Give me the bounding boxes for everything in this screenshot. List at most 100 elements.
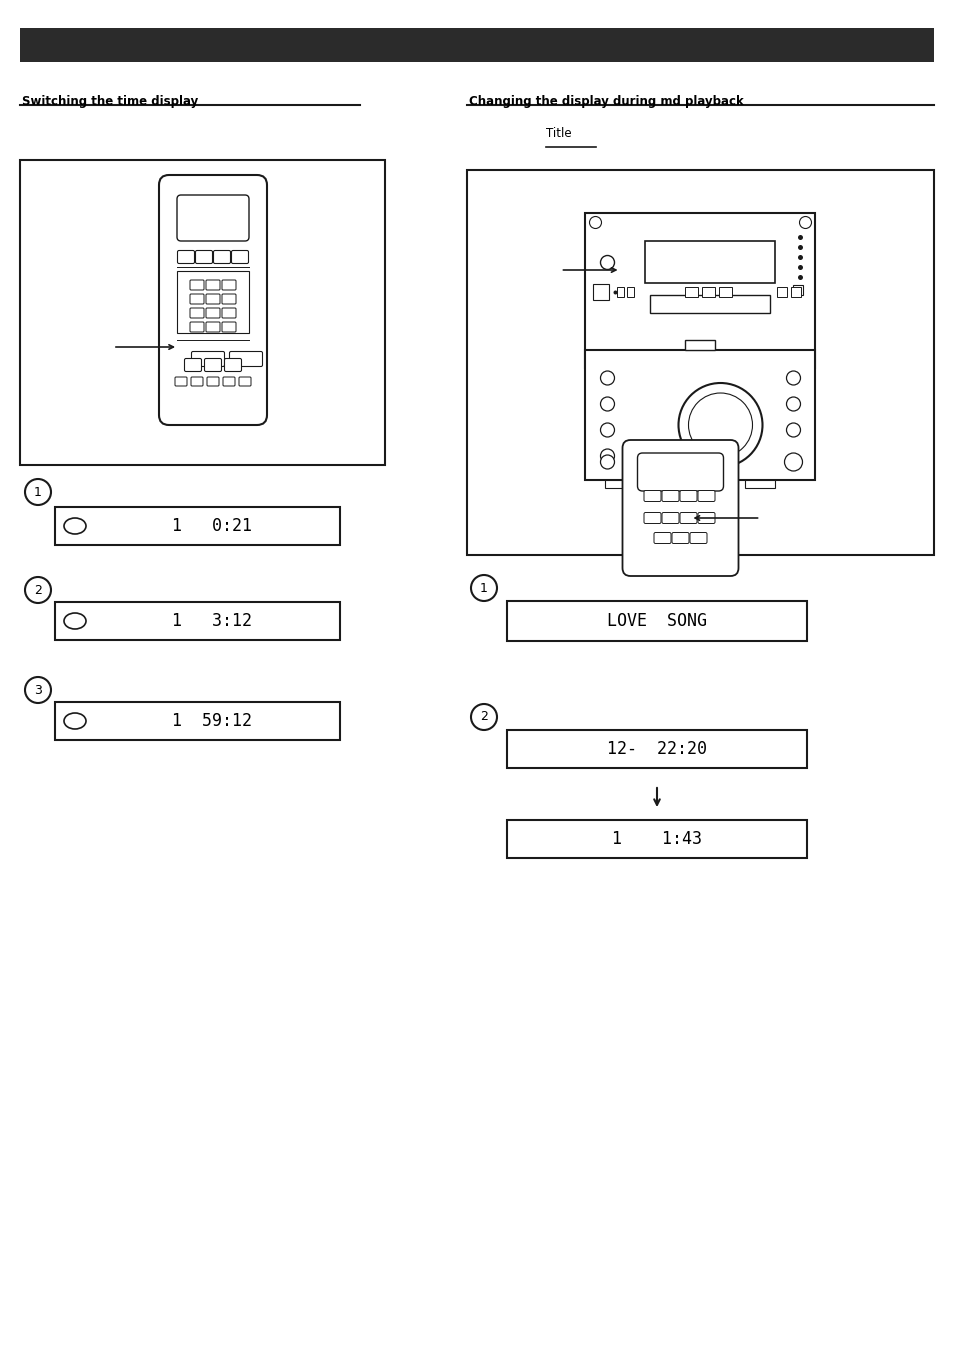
FancyBboxPatch shape [206, 294, 220, 305]
Text: 1  59:12: 1 59:12 [172, 712, 253, 730]
FancyBboxPatch shape [190, 294, 204, 305]
Bar [506, 821, 806, 858]
Bar [506, 601, 806, 640]
FancyBboxPatch shape [177, 250, 194, 264]
FancyBboxPatch shape [206, 322, 220, 332]
Ellipse shape [64, 714, 86, 728]
FancyBboxPatch shape [223, 376, 234, 386]
Bar [55, 603, 339, 640]
Circle shape [797, 275, 802, 280]
FancyBboxPatch shape [698, 490, 714, 501]
Bar [685, 340, 715, 349]
FancyBboxPatch shape [622, 440, 738, 575]
FancyBboxPatch shape [207, 376, 219, 386]
FancyBboxPatch shape [230, 352, 262, 367]
Circle shape [589, 217, 601, 229]
FancyBboxPatch shape [222, 307, 235, 318]
FancyBboxPatch shape [213, 250, 231, 264]
Bar [685, 287, 698, 297]
Text: LOVE  SONG: LOVE SONG [606, 612, 706, 630]
Text: 1: 1 [479, 581, 487, 594]
Circle shape [799, 217, 811, 229]
Bar [719, 287, 732, 297]
FancyBboxPatch shape [190, 280, 204, 290]
FancyBboxPatch shape [698, 513, 714, 524]
Text: 1: 1 [34, 486, 42, 498]
FancyBboxPatch shape [190, 322, 204, 332]
Bar [585, 213, 815, 367]
Bar [744, 481, 775, 487]
Text: 2: 2 [479, 711, 487, 723]
FancyBboxPatch shape [174, 376, 187, 386]
Circle shape [25, 577, 51, 603]
FancyBboxPatch shape [222, 294, 235, 305]
Bar [627, 287, 634, 297]
FancyBboxPatch shape [654, 532, 670, 543]
FancyBboxPatch shape [190, 307, 204, 318]
Bar [793, 284, 802, 295]
Text: Title: Title [545, 127, 571, 139]
Text: 1   0:21: 1 0:21 [172, 517, 253, 535]
Bar [593, 284, 609, 301]
FancyBboxPatch shape [671, 532, 688, 543]
Circle shape [783, 454, 801, 471]
FancyBboxPatch shape [195, 250, 213, 264]
Circle shape [797, 236, 802, 240]
Circle shape [785, 397, 800, 412]
FancyBboxPatch shape [232, 250, 248, 264]
FancyBboxPatch shape [184, 359, 201, 371]
FancyBboxPatch shape [159, 175, 267, 425]
Circle shape [599, 450, 614, 463]
Bar [585, 349, 815, 481]
FancyBboxPatch shape [661, 490, 679, 501]
Bar [675, 481, 705, 487]
Bar [506, 730, 806, 768]
Bar [55, 701, 339, 741]
Circle shape [25, 677, 51, 703]
Circle shape [599, 422, 614, 437]
Text: 1    1:43: 1 1:43 [612, 830, 701, 848]
Bar [467, 171, 933, 555]
FancyBboxPatch shape [689, 532, 706, 543]
FancyBboxPatch shape [643, 513, 660, 524]
FancyBboxPatch shape [204, 359, 221, 371]
FancyBboxPatch shape [679, 513, 697, 524]
Circle shape [471, 704, 497, 730]
Text: 12-  22:20: 12- 22:20 [606, 741, 706, 758]
FancyBboxPatch shape [192, 352, 224, 367]
FancyBboxPatch shape [206, 307, 220, 318]
Circle shape [785, 371, 800, 385]
FancyBboxPatch shape [222, 322, 235, 332]
Bar [55, 506, 339, 546]
Circle shape [599, 256, 614, 269]
Text: 3: 3 [34, 684, 42, 696]
Circle shape [785, 422, 800, 437]
Circle shape [471, 575, 497, 601]
Circle shape [797, 265, 802, 269]
Circle shape [599, 455, 614, 468]
FancyBboxPatch shape [637, 454, 722, 492]
FancyBboxPatch shape [206, 280, 220, 290]
FancyBboxPatch shape [224, 359, 241, 371]
FancyBboxPatch shape [239, 376, 251, 386]
Bar [20, 160, 385, 464]
Bar [20, 28, 933, 62]
Circle shape [797, 245, 802, 250]
FancyBboxPatch shape [661, 513, 679, 524]
Circle shape [688, 393, 752, 458]
FancyBboxPatch shape [191, 376, 203, 386]
Text: 1   3:12: 1 3:12 [172, 612, 253, 630]
Bar [177, 271, 249, 333]
Bar [777, 287, 786, 297]
Text: Switching the time display: Switching the time display [22, 95, 198, 108]
FancyBboxPatch shape [177, 195, 249, 241]
Bar [605, 481, 635, 487]
Text: Changing the display during md playback: Changing the display during md playback [469, 95, 743, 108]
Text: 2: 2 [34, 584, 42, 597]
Bar [617, 287, 624, 297]
Bar [645, 241, 775, 283]
FancyBboxPatch shape [679, 490, 697, 501]
Circle shape [797, 255, 802, 260]
Circle shape [25, 479, 51, 505]
Circle shape [613, 291, 617, 295]
